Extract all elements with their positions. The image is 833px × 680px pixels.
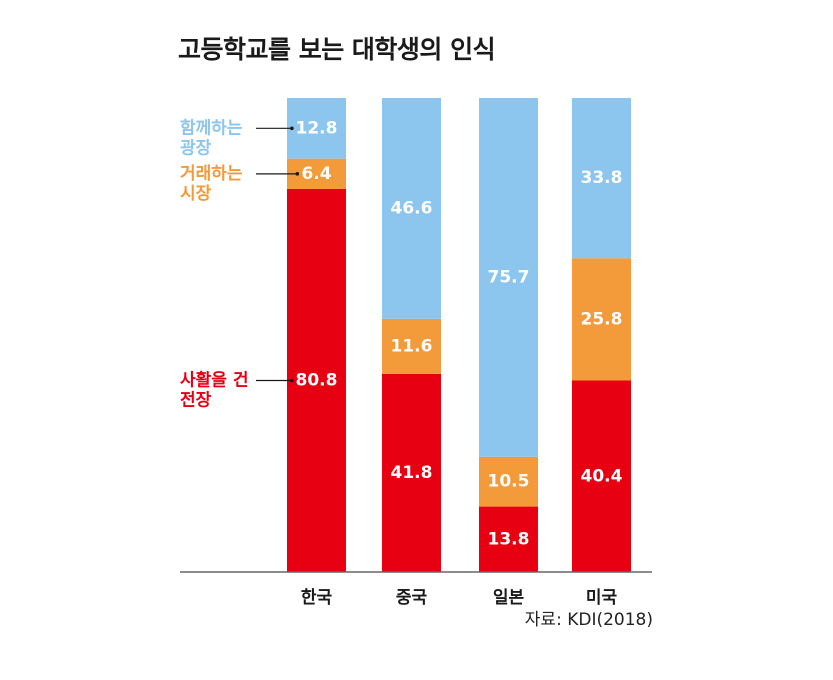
legend-label: 거래하는 <box>180 164 243 184</box>
value-label: 75.7 <box>488 267 530 287</box>
bar-segment <box>572 98 631 259</box>
legend-label: 전장 <box>180 391 212 411</box>
legend-label: 함께하는 <box>180 117 243 138</box>
category-labels: 한국 중국 일본 미국 <box>301 588 618 608</box>
bar-segment <box>479 456 538 507</box>
legend-leader-dot <box>290 126 294 131</box>
value-label: 11.6 <box>391 336 433 356</box>
value-label: 25.8 <box>581 309 623 329</box>
value-label: 46.6 <box>391 198 433 218</box>
bar-segment <box>382 373 441 572</box>
legend-leader-dot <box>295 172 300 176</box>
value-label: 13.8 <box>488 529 530 549</box>
legend-entry: 사활을 건전장 <box>180 370 294 411</box>
legend-leader-dot <box>290 378 294 383</box>
legend-label: 사활을 건 <box>180 370 248 391</box>
source-note: 자료: KDI(2018) <box>524 610 653 630</box>
legend-label: 광장 <box>180 138 212 158</box>
category-label: 일본 <box>493 588 525 608</box>
value-label: 41.8 <box>391 463 433 483</box>
bar-segment <box>382 318 441 374</box>
bar-segment <box>479 98 538 457</box>
value-label: 80.8 <box>296 371 338 391</box>
bar-segment <box>287 189 346 572</box>
bar-segment <box>572 380 631 572</box>
bar-segment <box>287 98 346 159</box>
bar-segment <box>479 506 538 572</box>
value-label: 10.5 <box>488 472 530 492</box>
bar-segment <box>382 98 441 319</box>
value-label: 6.4 <box>301 164 331 184</box>
category-label: 중국 <box>396 588 428 608</box>
category-label: 미국 <box>586 588 618 608</box>
value-label: 40.4 <box>581 466 623 486</box>
chart-title: 고등학교를 보는 대학생의 인식 <box>178 35 496 64</box>
legend-label: 시장 <box>180 184 212 204</box>
labels-layer: 80.8 6.4 12.8 41.8 11.6 46.6 13.8 10.5 75.7 40.4 2… <box>296 118 623 549</box>
value-label: 33.8 <box>581 168 623 188</box>
bar-segment <box>572 258 631 381</box>
value-label: 12.8 <box>296 118 338 138</box>
category-label: 한국 <box>301 588 333 608</box>
bars-layer <box>287 98 631 572</box>
